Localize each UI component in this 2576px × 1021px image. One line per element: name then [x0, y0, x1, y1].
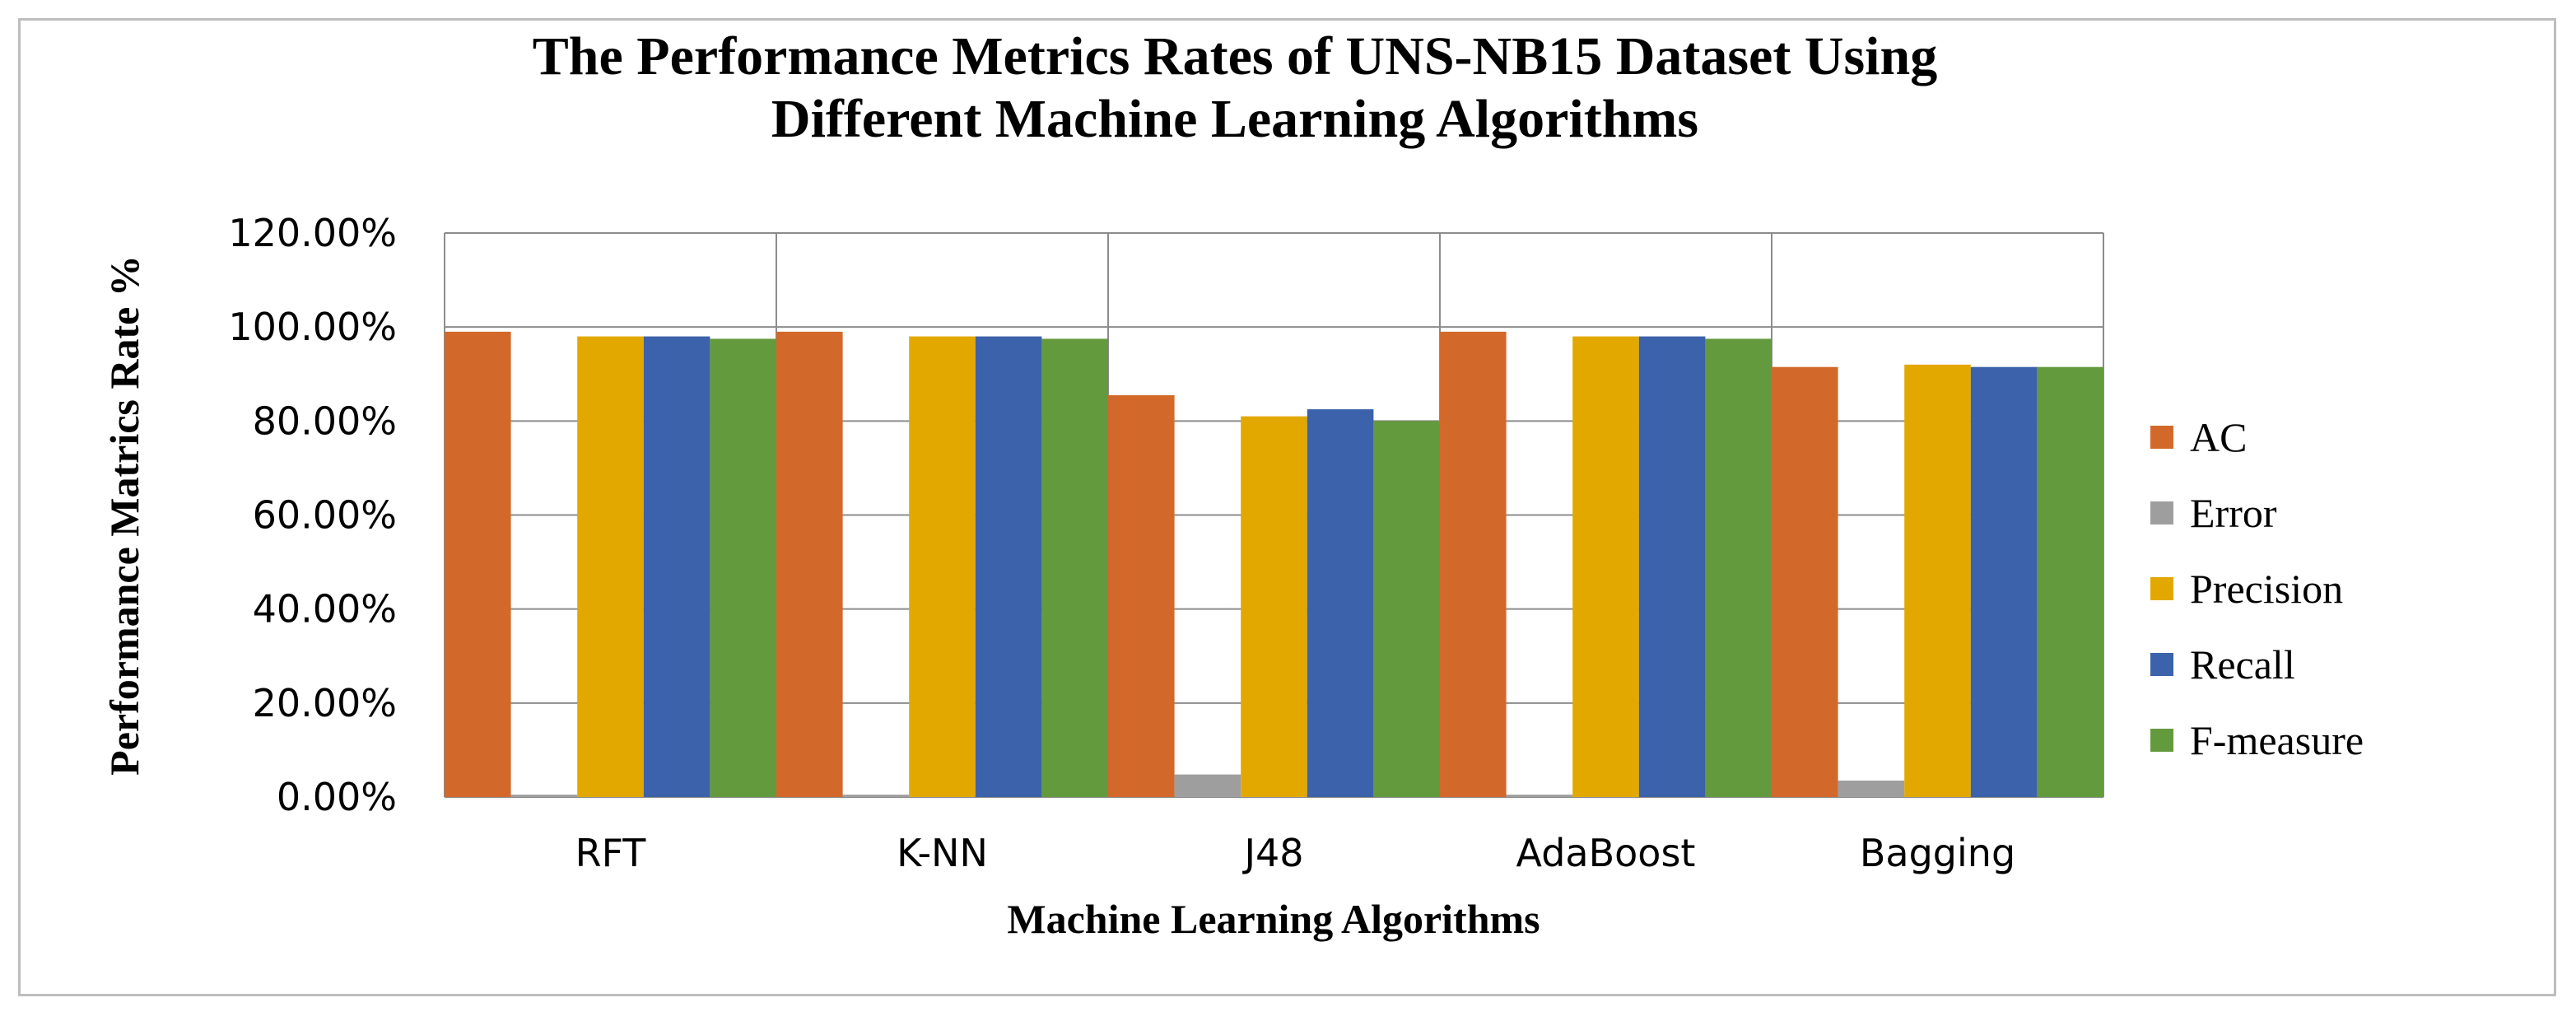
- bar-error-j48: [1174, 774, 1241, 797]
- legend-label: F-measure: [2190, 717, 2364, 763]
- bar-f-measure-rft: [710, 338, 776, 797]
- bar-f-measure-k-nn: [1041, 338, 1108, 797]
- bar-recall-adaboost: [1638, 336, 1706, 797]
- bars-group: [445, 331, 2103, 797]
- legend-label: Recall: [2190, 641, 2295, 688]
- chart-title-line-2: Different Machine Learning Algorithms: [771, 89, 1698, 149]
- legend-swatch: [2150, 426, 2173, 449]
- bar-recall-rft: [643, 336, 710, 797]
- x-axis-ticks: RFT K-NN J48 AdaBoost Bagging: [575, 831, 2016, 875]
- y-tick-label: 100.00%: [228, 305, 397, 349]
- bar-ac-bagging: [1772, 366, 1838, 797]
- legend-label: Precision: [2190, 566, 2343, 612]
- bar-error-bagging: [1838, 781, 1905, 797]
- y-tick-label: 20.00%: [253, 681, 397, 725]
- bar-error-k-nn: [842, 795, 910, 797]
- bar-error-rft: [510, 795, 578, 797]
- bar-recall-j48: [1307, 409, 1374, 797]
- bar-ac-adaboost: [1440, 331, 1507, 797]
- x-tick-label: K-NN: [897, 831, 988, 875]
- legend-label: AC: [2190, 414, 2247, 460]
- legend-swatch: [2150, 729, 2173, 752]
- bar-precision-adaboost: [1572, 336, 1639, 797]
- bar-precision-bagging: [1904, 364, 1971, 797]
- y-tick-label: 40.00%: [253, 587, 397, 632]
- bar-ac-j48: [1108, 394, 1175, 797]
- y-tick-label: 60.00%: [253, 493, 397, 538]
- chart-title-line-1: The Performance Metrics Rates of UNS-NB1…: [533, 26, 1937, 86]
- x-tick-label: J48: [1241, 831, 1303, 875]
- y-tick-label: 120.00%: [228, 211, 397, 255]
- x-tick-label: AdaBoost: [1516, 831, 1696, 875]
- legend-swatch: [2150, 501, 2173, 524]
- y-axis-ticks: 0.00% 20.00% 40.00% 60.00% 80.00% 100.00% 120.…: [228, 211, 397, 819]
- y-tick-label: 0.00%: [277, 775, 397, 819]
- legend-label: Error: [2190, 490, 2277, 536]
- bar-f-measure-adaboost: [1705, 338, 1772, 797]
- bar-recall-k-nn: [975, 336, 1042, 797]
- bar-precision-rft: [577, 336, 644, 797]
- bar-recall-bagging: [1970, 366, 2038, 797]
- bar-f-measure-bagging: [2037, 366, 2103, 797]
- legend: AC Error Precision Recall F-measure: [2150, 414, 2364, 763]
- bar-f-measure-j48: [1373, 421, 1440, 797]
- bar-error-adaboost: [1506, 795, 1573, 797]
- bar-precision-j48: [1241, 416, 1307, 797]
- y-tick-label: 80.00%: [253, 399, 397, 443]
- y-axis-title: Performance Matrics Rate %: [101, 255, 147, 776]
- x-tick-label: Bagging: [1860, 831, 2015, 875]
- bar-ac-rft: [445, 331, 511, 797]
- bar-ac-k-nn: [776, 331, 843, 797]
- bar-precision-k-nn: [909, 336, 976, 797]
- legend-swatch: [2150, 653, 2173, 676]
- x-tick-label: RFT: [575, 831, 647, 875]
- x-axis-title: Machine Learning Algorithms: [1007, 896, 1540, 942]
- legend-swatch: [2150, 577, 2173, 600]
